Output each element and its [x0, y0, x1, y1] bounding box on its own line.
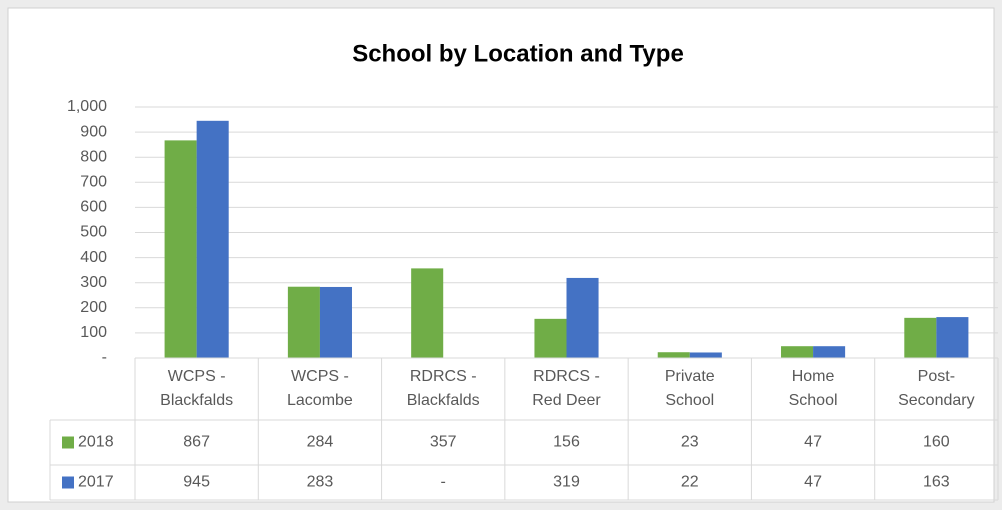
table-cell: 156 [553, 434, 580, 451]
table-cell: 319 [553, 474, 580, 491]
bar [936, 317, 969, 358]
y-tick-label: 900 [80, 123, 107, 140]
table-cell: 47 [804, 474, 822, 491]
table-cell: 22 [681, 474, 699, 491]
bar [657, 352, 690, 358]
x-tick-label: Red Deer [532, 392, 601, 409]
bar [813, 346, 846, 358]
y-tick-label: 100 [80, 324, 107, 341]
y-tick-label: 1,000 [67, 98, 107, 115]
x-tick-label: School [789, 392, 838, 409]
y-tick-label: 700 [80, 174, 107, 191]
legend-label: 2018 [78, 434, 114, 451]
x-tick-label: Home [792, 368, 835, 385]
x-tick-label: Private [665, 368, 715, 385]
x-tick-label: Lacombe [287, 392, 353, 409]
bar [534, 318, 567, 358]
table-cell: 284 [307, 434, 334, 451]
bar [196, 120, 229, 359]
y-tick-label: 600 [80, 199, 107, 216]
bar [781, 346, 814, 358]
y-tick-label: 300 [80, 274, 107, 291]
x-tick-label: Secondary [898, 392, 975, 409]
bar [164, 140, 197, 358]
legend-label: 2017 [78, 474, 114, 491]
legend-key [62, 436, 74, 449]
chart-title: School by Location and Type [352, 40, 684, 67]
table-cell: 23 [681, 434, 699, 451]
x-tick-label: School [665, 392, 714, 409]
x-tick-label: WCPS - [168, 368, 226, 385]
table-cell: 160 [923, 434, 950, 451]
y-tick-label: 800 [80, 148, 107, 165]
x-tick-label: RDRCS - [410, 368, 477, 385]
table-cell: 163 [923, 474, 950, 491]
table-cell: - [441, 474, 446, 491]
y-tick-label: 400 [80, 249, 107, 266]
table-cell: 283 [307, 474, 334, 491]
table-cell: 47 [804, 434, 822, 451]
y-tick-label: 500 [80, 224, 107, 241]
x-tick-label: Blackfalds [160, 392, 233, 409]
x-tick-label: RDRCS - [533, 368, 600, 385]
bar [319, 286, 352, 358]
legend-key [62, 476, 74, 489]
x-tick-label: Blackfalds [407, 392, 480, 409]
chart-area [7, 7, 995, 503]
y-tick-label: - [102, 349, 107, 366]
table-cell: 357 [430, 434, 457, 451]
bar [287, 286, 320, 358]
table-cell: 945 [183, 474, 210, 491]
table-cell: 867 [183, 434, 210, 451]
bar [411, 268, 444, 358]
x-tick-label: Post- [918, 368, 955, 385]
bar [566, 277, 599, 358]
y-tick-label: 200 [80, 299, 107, 316]
bar [689, 352, 722, 358]
bar [904, 317, 937, 358]
x-tick-label: WCPS - [291, 368, 349, 385]
